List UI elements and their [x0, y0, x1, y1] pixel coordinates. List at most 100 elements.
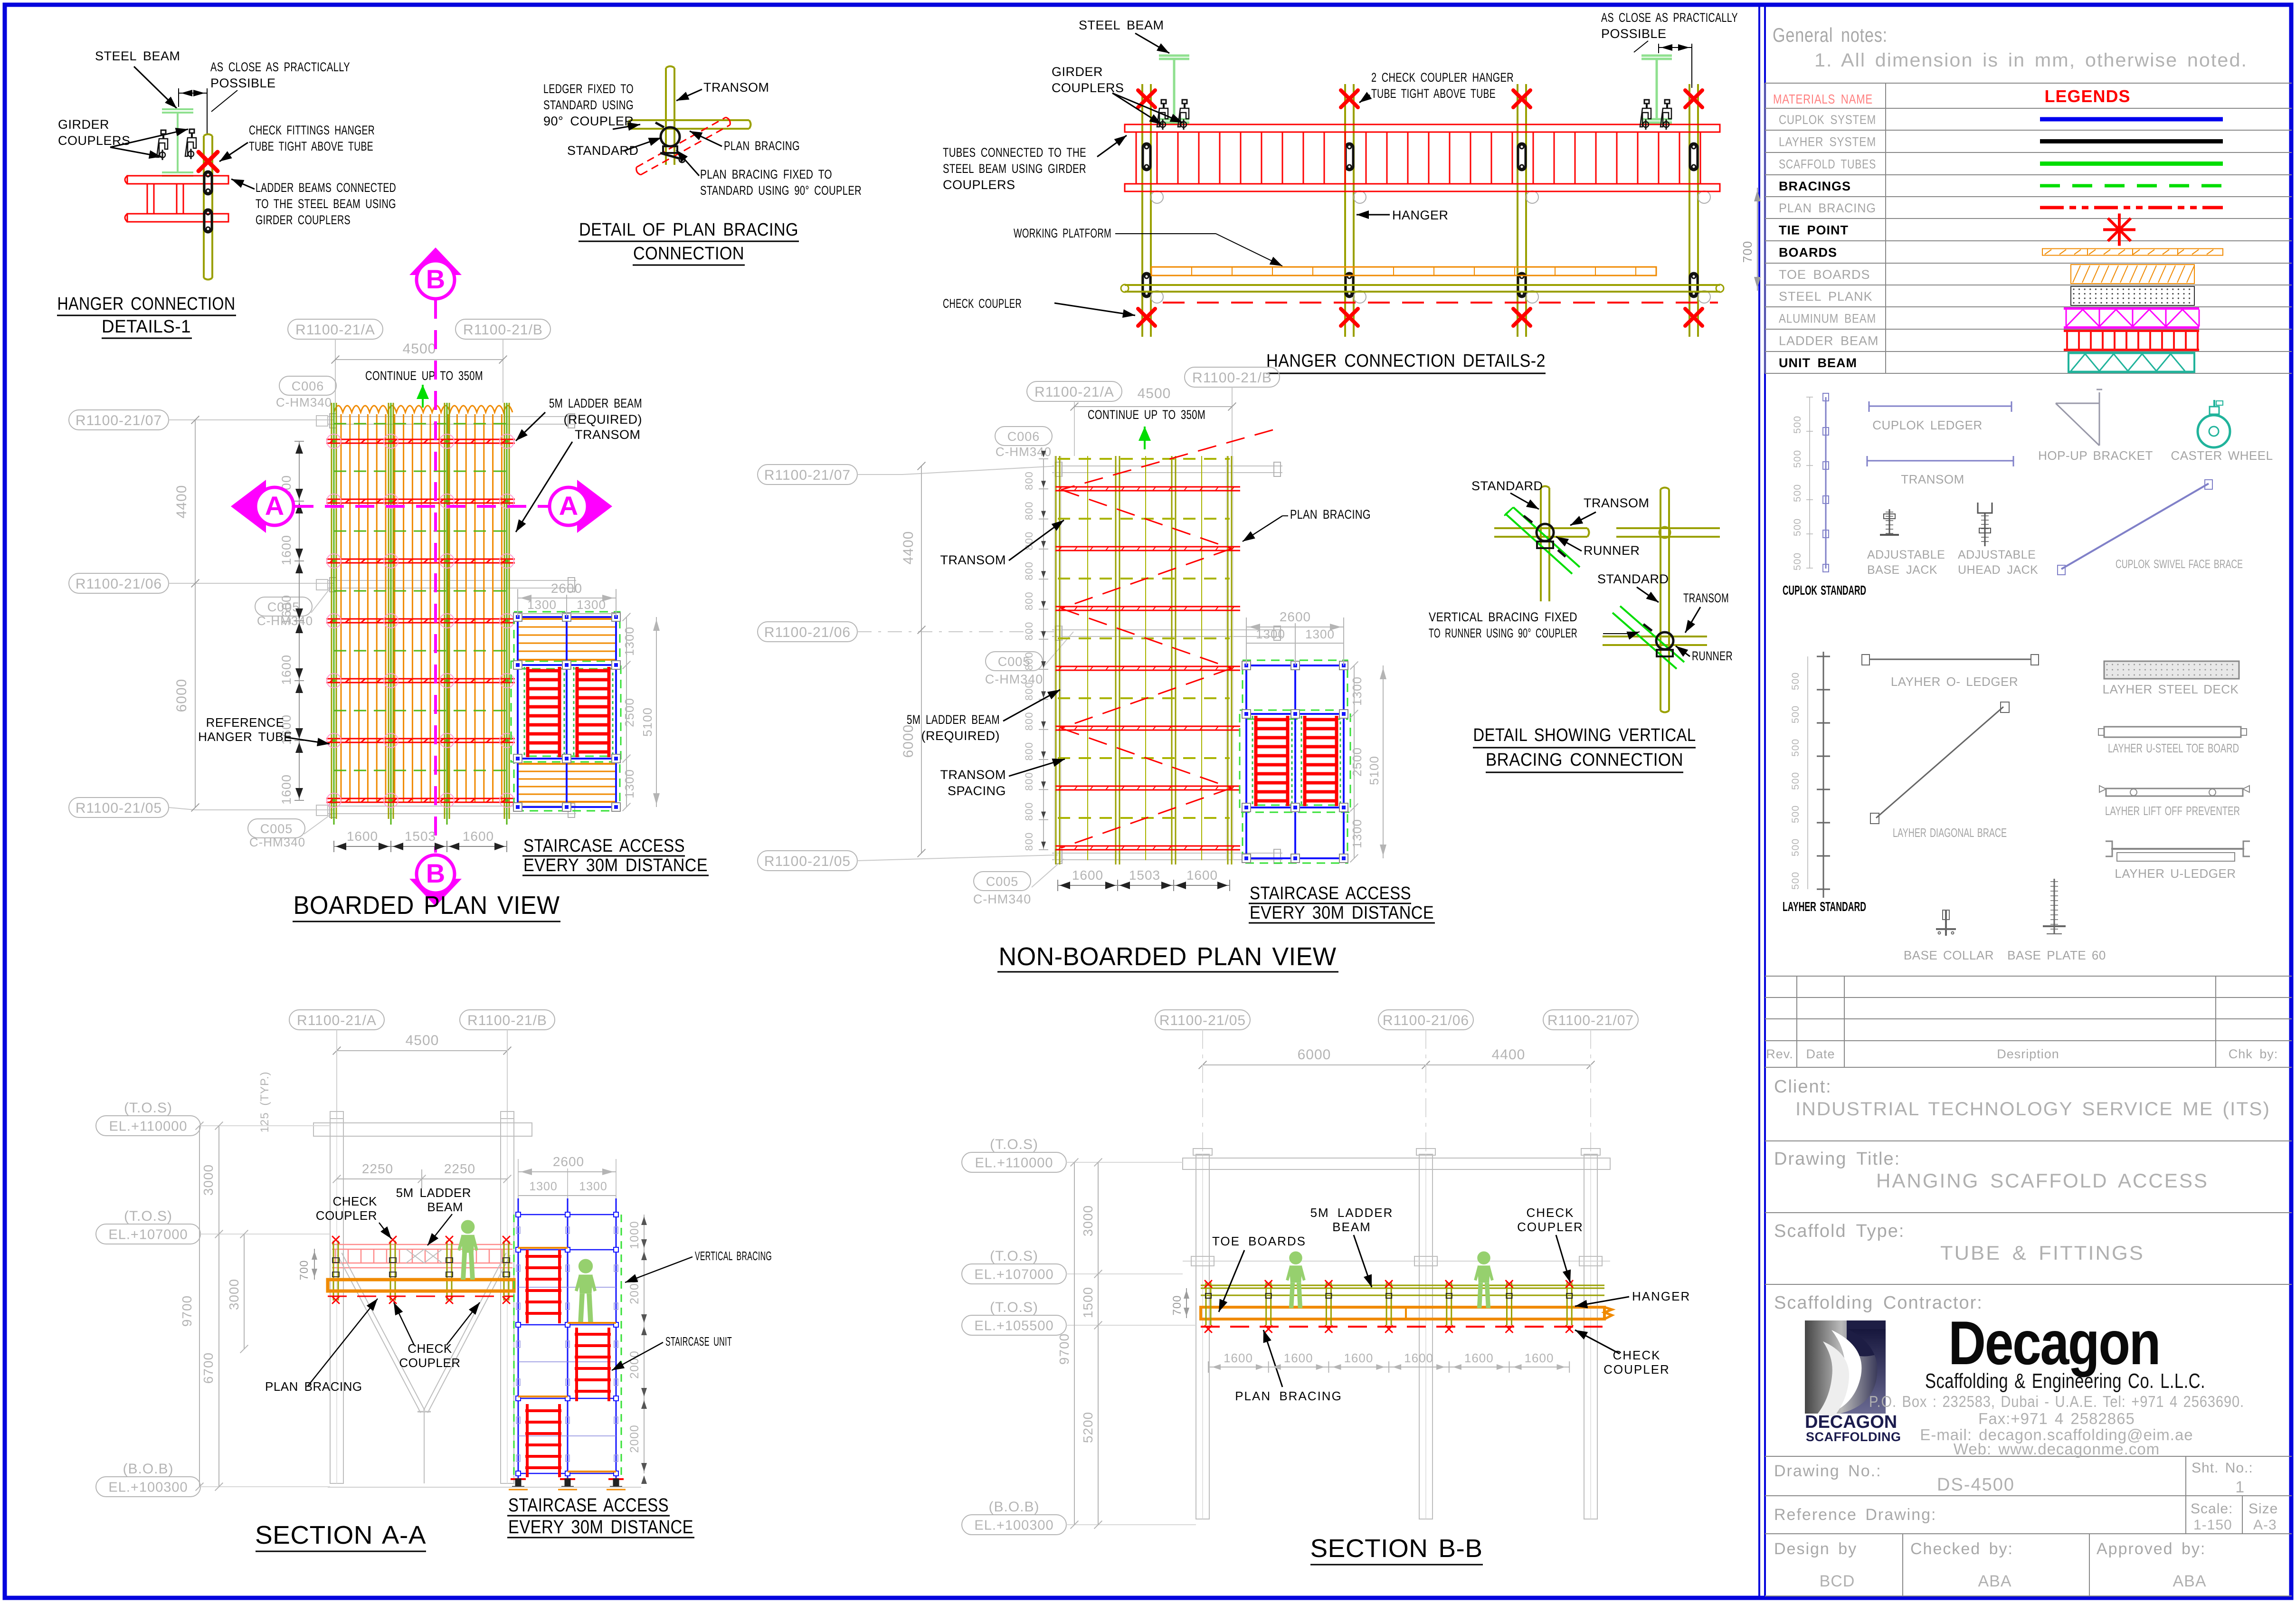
- svg-text:800: 800: [1023, 561, 1035, 580]
- svg-text:700: 700: [1740, 241, 1755, 263]
- svg-text:500: 500: [1790, 705, 1801, 723]
- svg-text:(T.O.S): (T.O.S): [990, 1137, 1038, 1152]
- svg-text:LADDER BEAM: LADDER BEAM: [1779, 334, 1879, 348]
- svg-text:STEEL BEAM: STEEL BEAM: [95, 49, 180, 63]
- svg-text:ALUMINUM BEAM: ALUMINUM BEAM: [1779, 312, 1876, 326]
- svg-text:BASE PLATE 60: BASE PLATE 60: [2007, 948, 2106, 962]
- svg-text:Desription: Desription: [1997, 1047, 2059, 1061]
- svg-text:Drawing Title:: Drawing Title:: [1774, 1149, 1900, 1169]
- svg-text:LEGENDS: LEGENDS: [2044, 86, 2130, 106]
- svg-text:Checked by:: Checked by:: [1910, 1540, 2013, 1558]
- svg-text:SPACING: SPACING: [948, 784, 1006, 798]
- svg-text:VERTICAL BRACING: VERTICAL BRACING: [695, 1249, 772, 1263]
- svg-text:TO RUNNER USING 90° COUPLER: TO RUNNER USING 90° COUPLER: [1429, 626, 1577, 640]
- svg-text:COUPLER: COUPLER: [399, 1356, 460, 1370]
- svg-text:3000: 3000: [1081, 1205, 1095, 1236]
- svg-text:STAIRCASE ACCESS: STAIRCASE ACCESS: [523, 836, 685, 856]
- svg-text:2250: 2250: [444, 1161, 475, 1176]
- svg-text:2000: 2000: [628, 1425, 641, 1453]
- svg-text:Scaffolding & Engineering Co.: Scaffolding & Engineering Co. L.L.C.: [1925, 1369, 2205, 1393]
- svg-text:STEEL BEAM USING GIRDER: STEEL BEAM USING GIRDER: [943, 161, 1086, 176]
- svg-text:POSSIBLE: POSSIBLE: [210, 76, 276, 90]
- svg-text:COUPLER: COUPLER: [316, 1208, 377, 1223]
- svg-text:REFERENCE: REFERENCE: [206, 715, 285, 730]
- svg-text:COUPLER: COUPLER: [1603, 1362, 1670, 1377]
- svg-text:SCAFFOLDING: SCAFFOLDING: [1806, 1430, 1901, 1444]
- svg-text:R1100-21/05: R1100-21/05: [76, 800, 162, 816]
- svg-text:BASE COLLAR: BASE COLLAR: [1904, 948, 1994, 962]
- svg-text:CASTER WHEEL: CASTER WHEEL: [2171, 448, 2273, 463]
- svg-text:2600: 2600: [1280, 609, 1311, 624]
- svg-text:A-3: A-3: [2253, 1517, 2277, 1533]
- svg-text:9700: 9700: [180, 1295, 194, 1327]
- svg-text:800: 800: [1023, 622, 1035, 641]
- svg-text:4500: 4500: [403, 341, 436, 357]
- svg-text:(T.O.S): (T.O.S): [990, 1248, 1038, 1264]
- svg-text:HANGER CONNECTION DETAILS-2: HANGER CONNECTION DETAILS-2: [1266, 351, 1546, 371]
- svg-text:EL.+107000: EL.+107000: [974, 1267, 1053, 1282]
- svg-text:PLAN BRACING: PLAN BRACING: [1235, 1389, 1342, 1403]
- svg-text:1600: 1600: [1404, 1351, 1433, 1365]
- svg-text:TUBE & FITTINGS: TUBE & FITTINGS: [1940, 1242, 2144, 1264]
- svg-text:C-HM340: C-HM340: [985, 672, 1044, 686]
- svg-text:500: 500: [1792, 484, 1803, 502]
- svg-text:CONNECTION: CONNECTION: [633, 244, 744, 264]
- svg-text:TUBE TIGHT ABOVE TUBE: TUBE TIGHT ABOVE TUBE: [249, 139, 373, 153]
- svg-text:5100: 5100: [1367, 756, 1381, 785]
- svg-text:NON-BOARDED PLAN VIEW: NON-BOARDED PLAN VIEW: [999, 942, 1337, 971]
- svg-text:1600: 1600: [1525, 1351, 1554, 1365]
- svg-text:500: 500: [1790, 772, 1801, 790]
- svg-text:B: B: [426, 858, 445, 888]
- svg-text:(T.O.S): (T.O.S): [124, 1208, 172, 1224]
- svg-text:WORKING PLATFORM: WORKING PLATFORM: [1014, 226, 1111, 240]
- svg-text:EVERY 30M DISTANCE: EVERY 30M DISTANCE: [508, 1517, 693, 1538]
- svg-text:RUNNER: RUNNER: [1692, 649, 1733, 663]
- svg-text:LAYHER STEEL DECK: LAYHER STEEL DECK: [2103, 682, 2239, 696]
- svg-text:LAYHER LIFT OFF PREVENTER: LAYHER LIFT OFF PREVENTER: [2105, 804, 2240, 818]
- svg-text:1: 1: [2235, 1478, 2244, 1496]
- svg-text:800: 800: [1023, 832, 1035, 851]
- svg-text:POSSIBLE: POSSIBLE: [1601, 27, 1667, 41]
- svg-text:2600: 2600: [553, 1154, 584, 1169]
- svg-text:(T.O.S): (T.O.S): [124, 1100, 172, 1116]
- svg-text:6000: 6000: [174, 679, 190, 712]
- svg-text:1300: 1300: [1256, 627, 1285, 641]
- svg-text:1300: 1300: [529, 1180, 558, 1193]
- svg-text:6700: 6700: [201, 1352, 216, 1384]
- svg-text:Reference Drawing:: Reference Drawing:: [1774, 1506, 1936, 1524]
- svg-text:Size: Size: [2249, 1501, 2278, 1517]
- svg-text:EL.+107000: EL.+107000: [108, 1227, 188, 1242]
- svg-text:EVERY 30M DISTANCE: EVERY 30M DISTANCE: [1250, 903, 1434, 923]
- svg-text:800: 800: [1023, 532, 1035, 551]
- svg-text:1600: 1600: [463, 829, 494, 844]
- svg-text:6000: 6000: [901, 724, 916, 758]
- svg-text:BRACING CONNECTION: BRACING CONNECTION: [1486, 750, 1683, 770]
- svg-text:EL.+105500: EL.+105500: [974, 1318, 1053, 1333]
- svg-text:C005: C005: [986, 874, 1019, 889]
- svg-text:LAYHER U-LEDGER: LAYHER U-LEDGER: [2115, 866, 2236, 881]
- svg-text:EL.+110000: EL.+110000: [109, 1119, 187, 1134]
- svg-text:CHECK: CHECK: [1526, 1206, 1574, 1220]
- svg-text:800: 800: [1023, 501, 1035, 520]
- svg-text:STANDARD USING 90° COUPLER: STANDARD USING 90° COUPLER: [700, 183, 862, 198]
- svg-text:STANDARD: STANDARD: [1471, 479, 1543, 493]
- svg-text:CONTINUE UP TO 350M: CONTINUE UP TO 350M: [365, 369, 483, 383]
- svg-text:500: 500: [1790, 838, 1801, 856]
- svg-text:PLAN BRACING: PLAN BRACING: [265, 1379, 362, 1394]
- svg-text:(B.O.B): (B.O.B): [123, 1461, 173, 1477]
- svg-text:HOP-UP BRACKET: HOP-UP BRACKET: [2038, 448, 2153, 463]
- svg-text:5100: 5100: [640, 707, 655, 737]
- svg-text:LAYHER O- LEDGER: LAYHER O- LEDGER: [1891, 674, 2018, 689]
- svg-text:Decagon: Decagon: [1948, 1308, 2160, 1377]
- svg-text:TRANSOM: TRANSOM: [703, 80, 769, 95]
- svg-text:TUBES CONNECTED TO THE: TUBES CONNECTED TO THE: [943, 145, 1086, 160]
- svg-text:B: B: [426, 264, 445, 294]
- svg-text:500: 500: [1790, 739, 1801, 757]
- svg-text:CONTINUE UP TO 350M: CONTINUE UP TO 350M: [1088, 408, 1205, 422]
- svg-text:TIE POINT: TIE POINT: [1779, 223, 1849, 237]
- svg-text:R1100-21/B: R1100-21/B: [463, 322, 543, 338]
- svg-text:STANDARD: STANDARD: [1597, 572, 1669, 586]
- svg-text:RUNNER: RUNNER: [1584, 543, 1640, 558]
- svg-text:Approved by:: Approved by:: [2097, 1540, 2206, 1558]
- svg-text:COUPLERS: COUPLERS: [943, 178, 1015, 192]
